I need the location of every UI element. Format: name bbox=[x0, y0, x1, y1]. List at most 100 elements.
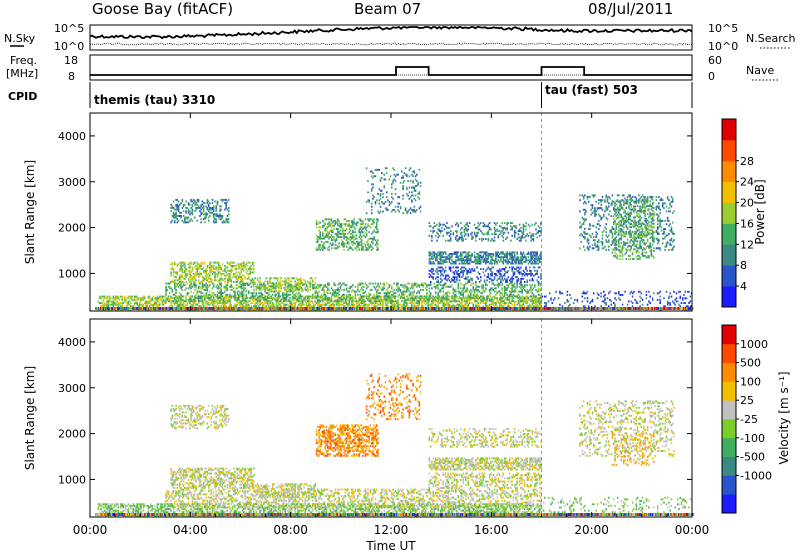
scatter-cell bbox=[472, 297, 475, 299]
scatter-cell bbox=[171, 305, 174, 308]
scatter-cell bbox=[171, 300, 174, 303]
scatter-cell bbox=[477, 289, 480, 291]
scatter-cell bbox=[369, 293, 372, 296]
scatter-cell bbox=[460, 282, 462, 285]
scatter-cell bbox=[319, 303, 322, 306]
scatter-cell bbox=[304, 295, 307, 298]
scatter-cell bbox=[98, 295, 101, 298]
scatter-cell bbox=[350, 290, 353, 293]
scatter-cell bbox=[141, 305, 143, 308]
scatter-cell bbox=[365, 293, 368, 296]
scatter-cell bbox=[229, 298, 231, 301]
scatter-cell bbox=[170, 303, 172, 306]
scatter-cell bbox=[115, 297, 117, 300]
scatter-cell bbox=[273, 303, 275, 306]
scatter-cell bbox=[207, 293, 210, 296]
scatter-cell bbox=[526, 295, 529, 298]
scatter-cell bbox=[202, 293, 205, 296]
scatter-cell bbox=[498, 284, 501, 287]
scatter-cell bbox=[482, 297, 485, 299]
scatter-cell bbox=[256, 297, 259, 299]
scatter-cell bbox=[437, 295, 439, 298]
scatter-cell bbox=[225, 298, 227, 301]
scatter-cell bbox=[145, 305, 147, 308]
scatter-cell bbox=[299, 303, 301, 306]
scatter-cell bbox=[123, 297, 126, 300]
scatter-cell bbox=[500, 295, 502, 298]
scatter-cell bbox=[379, 205, 382, 208]
scatter-cell bbox=[506, 297, 508, 299]
scatter-cell bbox=[308, 303, 310, 306]
scatter-cell bbox=[157, 297, 160, 300]
scatter-cell bbox=[314, 292, 317, 295]
scatter-cell bbox=[167, 298, 170, 301]
scatter-cell bbox=[370, 209, 373, 211]
scatter-cell bbox=[466, 298, 468, 301]
scatter-cell bbox=[419, 298, 422, 301]
scatter-cell bbox=[417, 284, 419, 287]
scatter-cell bbox=[295, 284, 298, 287]
scatter-cell bbox=[497, 284, 500, 287]
scatter-cell bbox=[402, 197, 404, 200]
scatter-cell bbox=[446, 285, 448, 288]
scatter-cell bbox=[185, 298, 187, 301]
scatter-cell bbox=[437, 279, 439, 282]
scatter-cell bbox=[442, 305, 444, 308]
scatter-cell bbox=[373, 221, 375, 224]
scatter-cell bbox=[276, 297, 279, 300]
scatter-cell bbox=[508, 295, 511, 298]
scatter-cell bbox=[530, 300, 532, 303]
scatter-cell bbox=[434, 300, 437, 303]
scatter-cell bbox=[263, 305, 265, 308]
scatter-cell bbox=[159, 302, 161, 304]
scatter-cell bbox=[274, 298, 276, 301]
scatter-cell bbox=[281, 292, 284, 295]
beam-title: Beam 07 bbox=[354, 0, 421, 18]
scatter-cell bbox=[191, 208, 194, 211]
scatter-cell bbox=[258, 292, 260, 295]
scatter-cell bbox=[485, 284, 487, 287]
scatter-cell bbox=[293, 285, 295, 288]
scatter-cell bbox=[432, 295, 434, 298]
scatter-cell bbox=[216, 293, 219, 296]
scatter-cell bbox=[328, 248, 330, 251]
scatter-cell bbox=[228, 213, 230, 216]
scatter-cell bbox=[370, 298, 373, 301]
scatter-cell bbox=[315, 297, 318, 300]
scatter-cell bbox=[501, 297, 503, 299]
scatter-cell bbox=[348, 290, 350, 293]
scatter-cell bbox=[526, 284, 529, 287]
scatter-cell bbox=[441, 300, 443, 303]
scatter-cell bbox=[345, 298, 348, 301]
scatter-cell bbox=[207, 203, 210, 206]
scatter-cell bbox=[394, 180, 397, 182]
scatter-cell bbox=[103, 302, 106, 304]
scatter-cell bbox=[133, 295, 136, 298]
scatter-cell bbox=[513, 282, 516, 285]
scatter-cell bbox=[171, 297, 174, 300]
scatter-cell bbox=[442, 287, 444, 290]
scatter-cell bbox=[177, 297, 180, 299]
scatter-cell bbox=[392, 303, 394, 306]
scatter-cell bbox=[466, 289, 468, 291]
scatter-cell bbox=[470, 292, 472, 295]
scatter-cell bbox=[475, 289, 477, 291]
scatter-cell bbox=[217, 298, 220, 301]
scatter-cell bbox=[338, 298, 340, 301]
scatter-cell bbox=[209, 284, 211, 287]
scatter-cell bbox=[521, 295, 523, 298]
scatter-cell bbox=[296, 297, 299, 299]
scatter-cell bbox=[190, 261, 192, 264]
scatter-cell bbox=[364, 282, 367, 285]
scatter-cell bbox=[166, 282, 169, 285]
scatter-cell bbox=[255, 293, 258, 296]
scatter-cell bbox=[367, 295, 369, 298]
freq-left-tick-bottom: 8 bbox=[68, 70, 75, 83]
scatter-cell bbox=[536, 305, 539, 308]
scatter-cell bbox=[360, 239, 363, 242]
scatter-cell bbox=[362, 245, 364, 248]
scatter-cell bbox=[363, 305, 365, 308]
scatter-cell bbox=[539, 300, 541, 303]
scatter-cell bbox=[201, 297, 204, 299]
scatter-cell bbox=[540, 300, 542, 303]
